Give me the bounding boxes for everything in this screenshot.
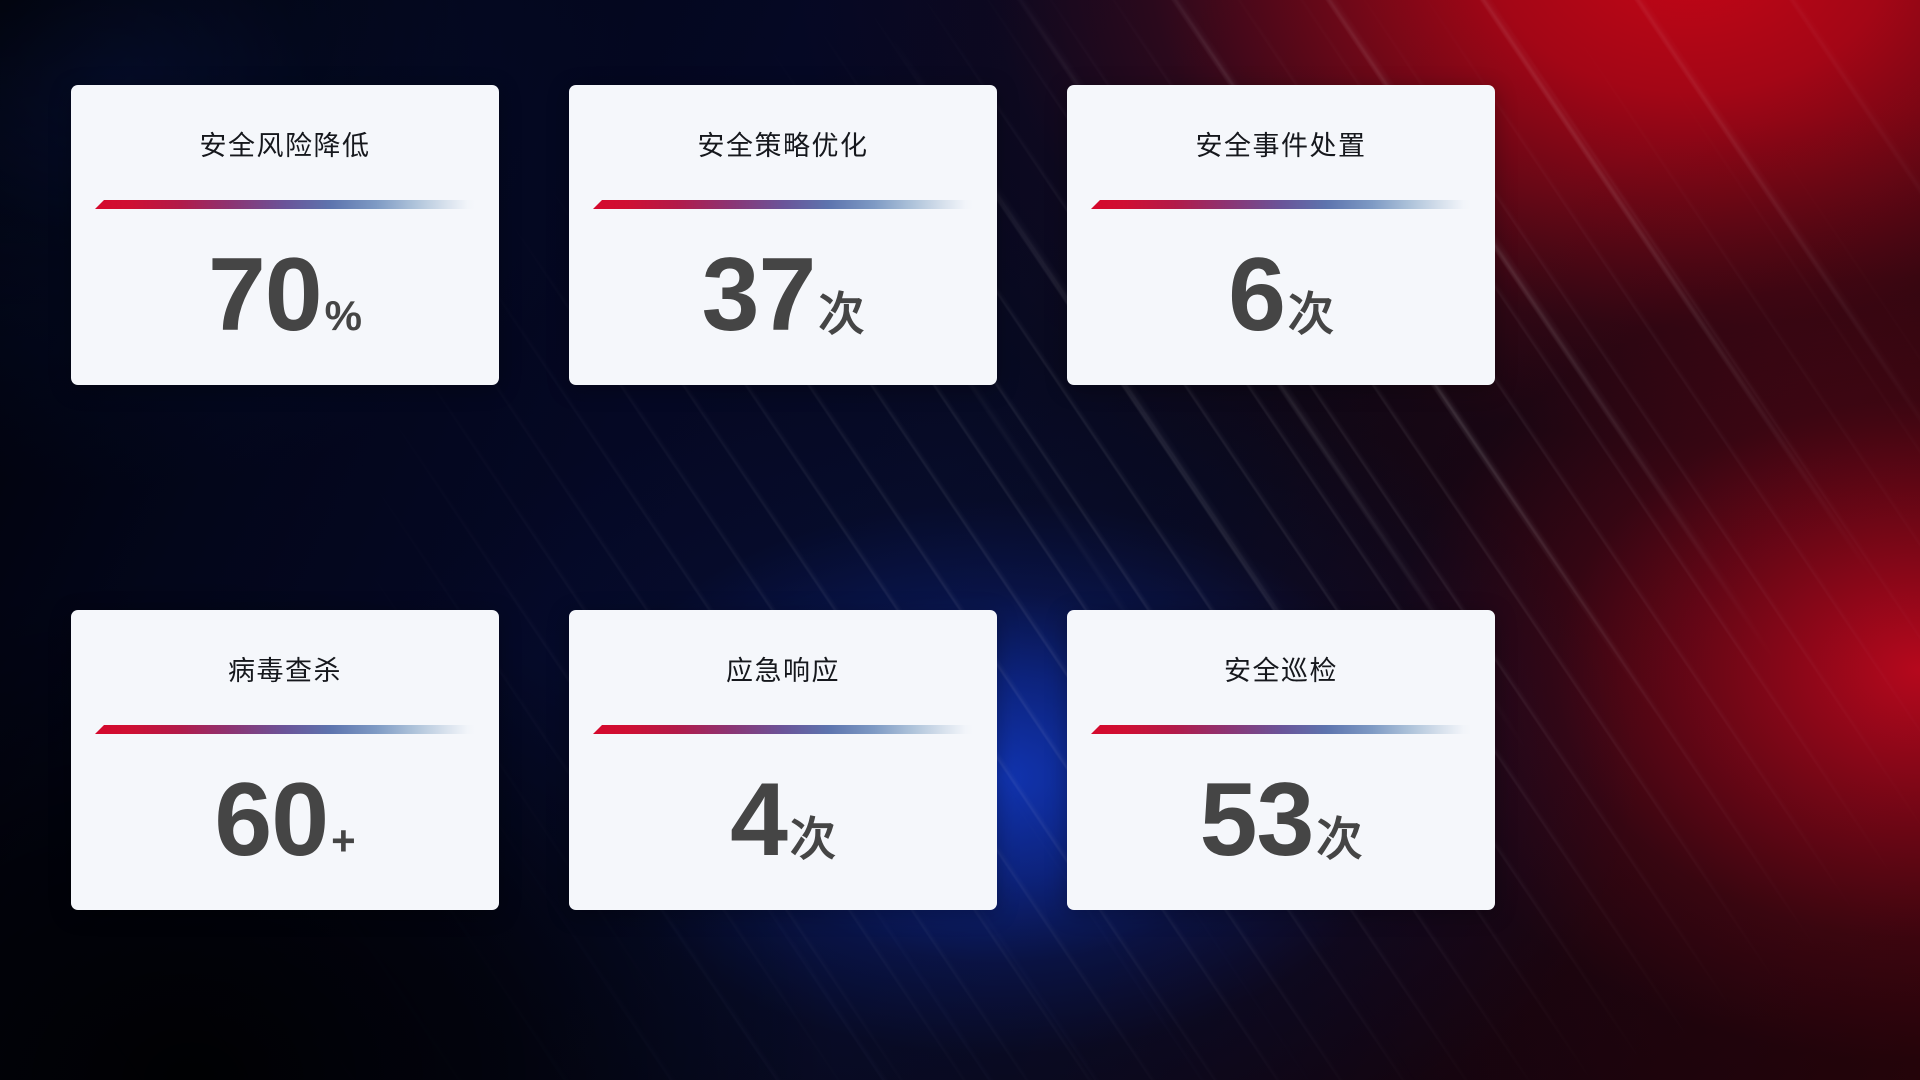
stat-card-label: 安全巡检: [1224, 656, 1338, 686]
stat-card-suffix: %: [324, 292, 363, 339]
gradient-rule-icon: [95, 200, 475, 209]
stat-card[interactable]: 安全事件处置 6 次: [1067, 85, 1495, 385]
stat-card-label: 应急响应: [726, 656, 840, 686]
stat-card-suffix: 次: [789, 813, 836, 865]
gradient-rule-icon: [95, 725, 475, 734]
stat-card-suffix: 次: [1287, 288, 1334, 340]
gradient-rule-fill: [95, 200, 475, 209]
stat-card-label: 病毒查杀: [228, 656, 342, 686]
gradient-rule-icon: [593, 200, 973, 209]
gradient-rule-fill: [95, 725, 475, 734]
stat-card-grid: 安全风险降低 70% 安全策略优化 37 次安全事件处置 6 次病毒查杀 60 + 应急响应 4 次安…: [71, 85, 1497, 910]
stat-card[interactable]: 安全策略优化 37 次: [569, 85, 997, 385]
gradient-rule-icon: [1091, 200, 1471, 209]
stat-card-label: 安全策略优化: [697, 131, 869, 161]
stat-card-number: 37: [701, 237, 817, 353]
stat-card-label: 安全事件处置: [1195, 131, 1367, 161]
gradient-rule-fill: [593, 725, 973, 734]
stat-card-value: 37 次: [702, 243, 865, 347]
gradient-rule-icon: [593, 725, 973, 734]
stat-card-number: 60: [214, 762, 329, 878]
stat-card-number: 6: [1228, 237, 1286, 353]
stat-card-number: 4: [730, 762, 788, 878]
stat-card-number: 70: [207, 237, 323, 353]
stat-card-value: 53 次: [1200, 768, 1363, 872]
stat-card-number: 53: [1199, 762, 1315, 878]
stat-card-suffix: +: [331, 817, 356, 864]
stat-card-value: 60 +: [214, 768, 355, 872]
stat-card[interactable]: 安全巡检 53 次: [1067, 610, 1495, 910]
gradient-rule-fill: [1091, 725, 1471, 734]
stat-card[interactable]: 安全风险降低 70%: [71, 85, 499, 385]
gradient-rule-fill: [593, 200, 973, 209]
stat-card-value: 70%: [208, 243, 362, 347]
stat-card[interactable]: 应急响应 4 次: [569, 610, 997, 910]
stat-card[interactable]: 病毒查杀 60 +: [71, 610, 499, 910]
stat-card-label: 安全风险降低: [199, 131, 371, 161]
stat-card-suffix: 次: [1316, 813, 1363, 865]
gradient-rule-fill: [1091, 200, 1471, 209]
gradient-rule-icon: [1091, 725, 1471, 734]
stat-card-suffix: 次: [818, 288, 865, 340]
